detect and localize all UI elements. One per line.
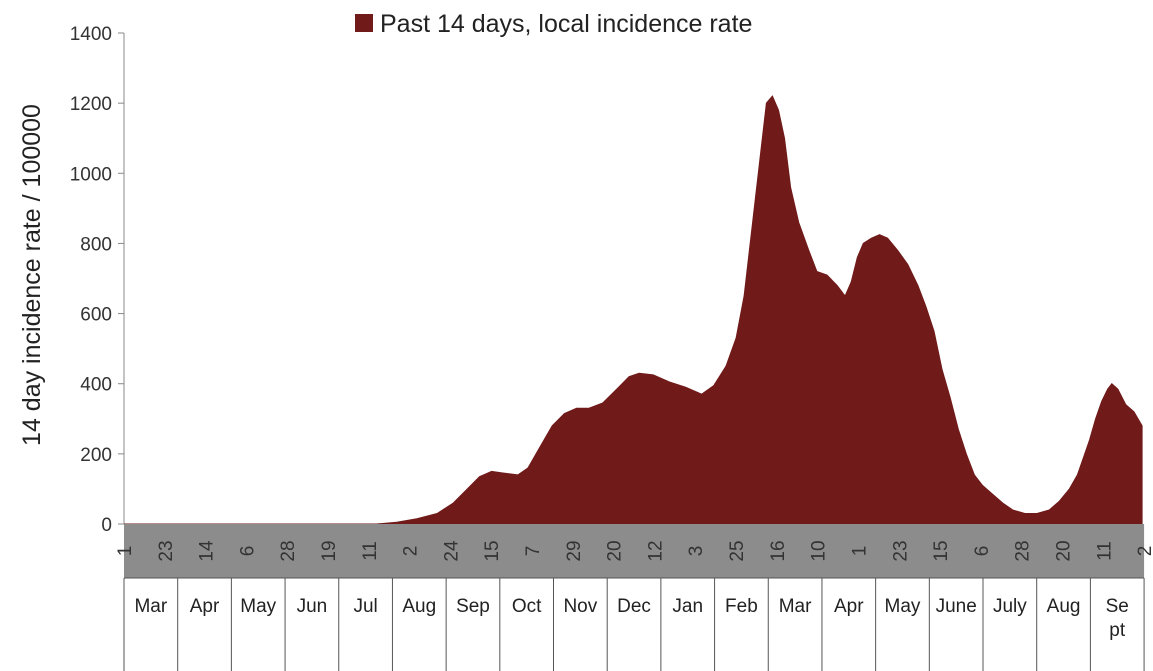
x-tick-label: 25 <box>727 540 748 561</box>
x-tick-label: 3 <box>686 546 707 557</box>
month-label: Dec <box>617 596 651 617</box>
month-label: Sep <box>456 596 490 617</box>
x-tick-label: 20 <box>1054 540 1075 561</box>
x-tick-label: 16 <box>768 540 789 561</box>
y-tick-label: 1400 <box>70 24 112 45</box>
month-label: Aug <box>1047 596 1081 617</box>
x-tick-label: 6 <box>972 546 993 557</box>
y-tick-label: 1200 <box>70 94 112 115</box>
month-label: Nov <box>563 596 597 617</box>
y-tick-label: 1000 <box>70 164 112 185</box>
x-axis-band <box>124 524 1145 578</box>
y-tick-label: 600 <box>80 305 112 326</box>
x-tick-label: 2 <box>1135 546 1153 557</box>
month-row: Mar Apr May Jun Jul Aug Sep Oct Nov Dec Jan Feb Mar A… <box>123 577 1145 671</box>
y-tick-label: 200 <box>80 445 112 466</box>
month-label: Apr <box>834 596 864 617</box>
x-tick-label: 28 <box>278 540 299 561</box>
x-tick-label: 7 <box>523 546 544 557</box>
x-tick-label: 11 <box>360 541 381 561</box>
y-tick-label: 0 <box>101 515 112 536</box>
month-label: Jan <box>672 596 703 617</box>
y-tick-label: 800 <box>80 234 112 255</box>
series-layer <box>124 95 1143 525</box>
x-tick-label: 14 <box>197 540 218 562</box>
month-label: Jul <box>353 596 377 617</box>
x-tick-label: 1 <box>850 546 871 557</box>
month-label: June <box>936 596 977 617</box>
legend-label: Past 14 days, local incidence rate <box>380 10 752 38</box>
month-label: Apr <box>190 596 220 617</box>
month-label: Mar <box>134 596 167 617</box>
x-tick-label: 29 <box>564 540 585 561</box>
x-tick-label: 24 <box>441 540 462 562</box>
month-label: pt <box>1109 620 1126 641</box>
x-tick-label: 15 <box>482 540 503 561</box>
series-area <box>124 95 1143 525</box>
month-label: May <box>885 596 921 617</box>
x-tick-label: 19 <box>319 540 340 561</box>
x-tick-label: 6 <box>237 546 258 557</box>
x-axis-ticks: 1 23 14 6 28 19 11 2 24 15 7 29 20 12 3 25 16 10 1 23 15 6 28 2… <box>115 540 1153 562</box>
x-tick-label: 28 <box>1013 540 1034 561</box>
x-tick-label: 15 <box>931 540 952 561</box>
month-label: July <box>993 596 1027 617</box>
x-tick-label: 11 <box>1094 541 1115 561</box>
x-tick-label: 23 <box>890 540 911 561</box>
x-tick-label: 23 <box>156 540 177 561</box>
x-tick-label: 12 <box>645 540 666 561</box>
month-label: Oct <box>512 596 542 617</box>
month-label: Aug <box>402 596 436 617</box>
x-tick-label: 20 <box>605 540 626 561</box>
chart-legend: Past 14 days, local incidence rate <box>355 10 752 38</box>
y-axis-ticks: 0 200 400 600 800 1000 1200 1400 <box>70 24 124 536</box>
x-tick-label: 2 <box>401 546 422 557</box>
month-label: May <box>240 596 276 617</box>
x-tick-label: 1 <box>115 546 136 557</box>
y-tick-label: 400 <box>80 375 112 396</box>
month-label: Mar <box>779 596 812 617</box>
x-tick-label: 10 <box>809 540 830 561</box>
y-axis-title: 14 day incidence rate / 100000 <box>18 104 46 446</box>
month-label: Jun <box>297 596 328 617</box>
legend-swatch <box>355 14 373 32</box>
month-label: Feb <box>725 596 758 617</box>
month-label: Se <box>1106 596 1129 617</box>
